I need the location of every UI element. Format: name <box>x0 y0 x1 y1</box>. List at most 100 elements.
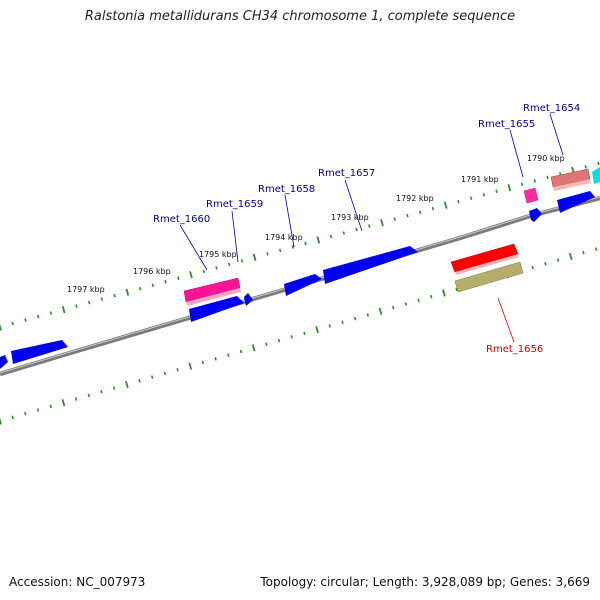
inner-tick-10 <box>124 380 129 389</box>
gene-label-rmet-1658[interactable]: Rmet_1658 <box>258 184 315 195</box>
outer-tick-12 <box>151 283 154 287</box>
inner-tick-2 <box>24 411 27 416</box>
topology-label: Topology: circular; Length: 3,928,089 bp… <box>260 575 590 589</box>
outer-tick-19 <box>240 259 244 263</box>
inner-tick-11 <box>138 379 141 383</box>
inner-tick-36 <box>455 287 458 292</box>
outer-tick-2 <box>24 318 27 322</box>
inner-tick-29 <box>366 313 370 317</box>
outer-tick-42 <box>533 179 536 183</box>
outer-tick-27 <box>342 231 345 235</box>
gene-label-rmet-1654[interactable]: Rmet_1654 <box>523 103 580 114</box>
inner-tick-47 <box>594 247 598 251</box>
inner-tick-9 <box>112 386 116 390</box>
gene-label-rmet-1656[interactable]: Rmet_1656 <box>486 344 543 355</box>
gene-rmet-1656-shadow <box>455 254 519 275</box>
leader-rmet-1658 <box>284 194 295 248</box>
tick-label-1791: 1791 kbp <box>461 175 499 184</box>
gene-rmet-1655[interactable] <box>523 187 539 204</box>
inner-tick-31 <box>391 305 395 310</box>
inner-tick-4 <box>49 404 52 409</box>
inner-tick-6 <box>74 397 78 401</box>
outer-tick-26 <box>329 234 333 239</box>
outer-tick-47 <box>597 161 600 166</box>
inner-tick-19 <box>239 349 243 354</box>
inner-tick-14 <box>176 368 179 372</box>
outer-tick-25 <box>316 236 321 244</box>
outer-tick-18 <box>227 262 231 267</box>
tick-label-1797: 1797 kbp <box>67 285 105 294</box>
inner-tick-20 <box>251 344 256 352</box>
inner-tick-34 <box>430 294 433 299</box>
inner-tick-27 <box>341 320 344 325</box>
outer-tick-7 <box>87 300 91 305</box>
gene-cds-1799[interactable] <box>0 355 8 369</box>
gene-rmet-1655-forward-cds[interactable] <box>529 208 542 222</box>
gene-rmet-1658[interactable] <box>284 274 322 296</box>
gene-cds-1796[interactable] <box>189 296 244 322</box>
outer-tick-13 <box>164 280 167 284</box>
gene-rmet-1659[interactable] <box>244 293 253 306</box>
tick-label-1790: 1790 kbp <box>527 154 565 163</box>
outer-tick-8 <box>100 297 104 301</box>
outer-tick-16 <box>202 269 205 274</box>
outer-tick-4 <box>49 311 53 315</box>
inner-tick-13 <box>163 371 167 376</box>
leader-rmet-1657 <box>344 179 363 232</box>
inner-tick-7 <box>87 393 90 398</box>
gene-rmet-1654-shadow <box>553 179 591 191</box>
tick-label-1796: 1796 kbp <box>133 267 171 276</box>
outer-tick-39 <box>495 189 498 194</box>
inner-tick-0 <box>0 417 2 425</box>
gene-cds-1789[interactable] <box>557 191 595 213</box>
leader-rmet-1660 <box>179 224 208 271</box>
gene-rmet-1657[interactable] <box>323 246 418 284</box>
outer-tick-14 <box>177 276 180 281</box>
outer-tick-11 <box>138 286 142 291</box>
inner-tick-26 <box>328 324 331 328</box>
tick-label-1792: 1792 kbp <box>396 194 434 203</box>
outer-tick-10 <box>125 288 130 296</box>
gene-label-rmet-1655[interactable]: Rmet_1655 <box>478 119 535 130</box>
inner-tick-17 <box>214 357 217 361</box>
outer-tick-32 <box>406 213 409 218</box>
outer-tick-40 <box>507 184 512 192</box>
outer-tick-33 <box>418 210 422 214</box>
outer-tick-track <box>0 161 600 331</box>
inner-tick-18 <box>227 353 230 357</box>
inner-tick-46 <box>582 251 585 255</box>
gene-cds-1798[interactable] <box>11 340 68 364</box>
outer-tick-3 <box>37 314 40 319</box>
outer-tick-6 <box>75 304 78 308</box>
gene-label-rmet-1659[interactable]: Rmet_1659 <box>206 199 263 210</box>
map-title: Ralstonia metallidurans CH34 chromosome … <box>84 9 516 24</box>
outer-tick-43 <box>546 175 549 180</box>
outer-tick-28 <box>355 227 358 232</box>
leader-rmet-1656 <box>497 297 515 343</box>
inner-tick-15 <box>188 362 193 370</box>
inner-tick-5 <box>61 399 66 407</box>
outer-tick-35 <box>443 201 448 209</box>
outer-tick-29 <box>368 224 371 228</box>
outer-tick-5 <box>61 305 66 314</box>
outer-tick-23 <box>291 245 295 249</box>
inner-tick-3 <box>36 408 40 412</box>
gene-label-rmet-1660[interactable]: Rmet_1660 <box>153 214 210 225</box>
outer-tick-34 <box>431 206 435 211</box>
inner-tick-35 <box>442 289 446 297</box>
inner-tick-43 <box>544 261 547 266</box>
outer-tick-20 <box>252 253 257 262</box>
gene-cyan-edge[interactable] <box>592 167 600 184</box>
leader-rmet-1655 <box>509 129 524 178</box>
outer-tick-41 <box>520 182 524 187</box>
inner-tick-24 <box>303 331 306 335</box>
inner-tick-12 <box>150 375 154 379</box>
outer-tick-17 <box>215 266 218 270</box>
leader-rmet-1659 <box>231 210 239 263</box>
inner-tick-42 <box>531 265 534 270</box>
gene-label-rmet-1657[interactable]: Rmet_1657 <box>318 168 375 179</box>
outer-tick-30 <box>380 218 384 227</box>
gene-rmet-1656-product[interactable] <box>454 261 524 293</box>
